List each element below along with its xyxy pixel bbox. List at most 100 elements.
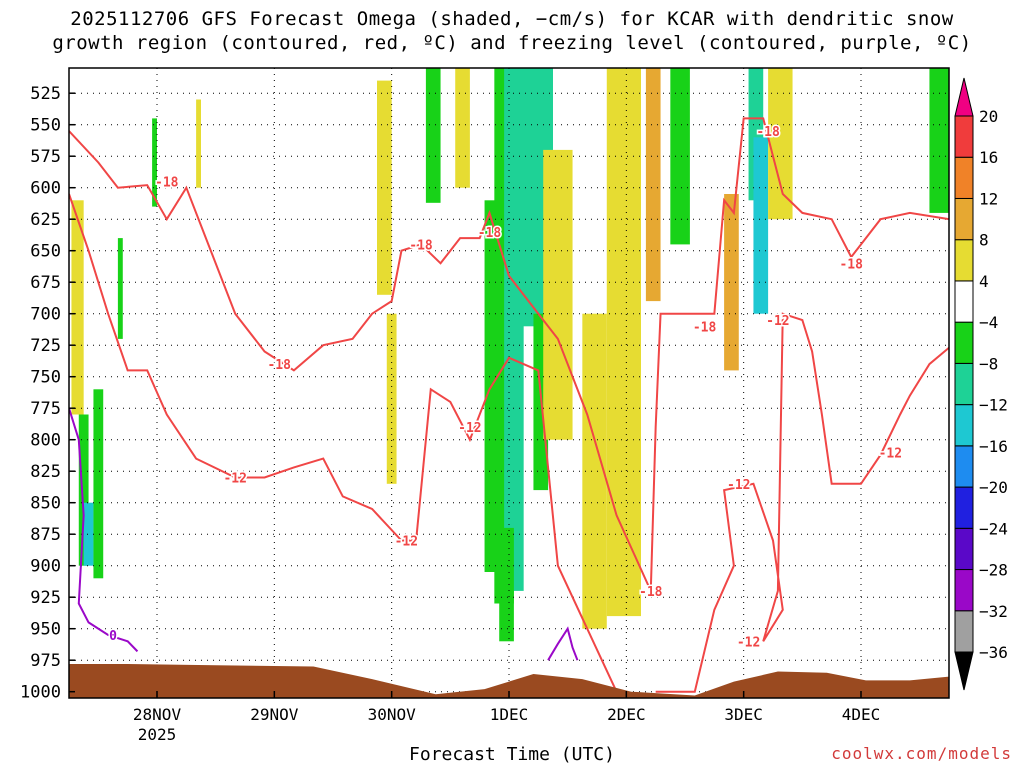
x-tick-label-18: 28NOV [133, 705, 182, 724]
omega-region-17 [543, 149, 573, 440]
colorbar-label-5: −16 [979, 437, 1008, 456]
x-tick-label-162: 4DEC [842, 705, 881, 724]
dgz18-label-2: -18 [409, 238, 433, 253]
x-tick-label-90: 1DEC [490, 705, 529, 724]
dgz-contour-line-0 [69, 130, 652, 592]
omega-region-14 [499, 527, 514, 642]
y-tick-label-900: 900 [30, 557, 61, 577]
dgz12-label-1: -12 [395, 535, 418, 550]
colorbar-label-9: 4 [979, 272, 989, 291]
colorbar-label-11: 12 [979, 189, 998, 208]
dgz12-label-5: -12 [766, 314, 789, 329]
colorbar-box-12 [954, 115, 974, 158]
omega-region-25 [768, 68, 793, 220]
y-tick-label-525: 525 [30, 84, 61, 104]
colorbar-label-6: −12 [979, 396, 1008, 415]
colorbar-box-11 [954, 156, 974, 199]
colorbar-box-2 [954, 527, 974, 571]
y-tick-label-925: 925 [30, 588, 61, 608]
y-tick-label-850: 850 [30, 494, 61, 514]
y-axis: 525 550 575 600 625 650 675 700 725 750 775 800 825 8… [20, 84, 75, 703]
omega-region-0 [71, 200, 84, 415]
x-tick-label-42: 29NOV [250, 705, 299, 724]
y-tick-label-1000: 1000 [20, 683, 61, 703]
colorbar-box-10 [954, 197, 974, 241]
dgz18-label-7: -18 [839, 257, 863, 272]
omega-region-1 [78, 414, 89, 566]
y-tick-label-775: 775 [30, 399, 61, 419]
y-tick-label-800: 800 [30, 431, 61, 451]
colorbar-label-2: −28 [979, 561, 1008, 580]
dgz-contour-line-2 [69, 193, 618, 693]
dgz18-label-6: -18 [756, 125, 780, 140]
omega-region-6 [196, 99, 201, 188]
freezing-label-0: 0 [109, 629, 117, 644]
y-tick-label-650: 650 [30, 242, 61, 262]
y-tick-label-625: 625 [30, 210, 61, 230]
y-tick-label-875: 875 [30, 525, 61, 545]
dgz18-label-0: -18 [155, 175, 179, 190]
colorbar-box-1 [954, 569, 974, 612]
dgz12-label-6: -12 [879, 446, 902, 461]
colorbar-over-arrow [954, 77, 974, 117]
chart-title-line-1: 2025112706 GFS Forecast Omega (shaded, −… [70, 8, 954, 30]
colorbar-label-0: −36 [979, 643, 1008, 662]
x-tick-label-66: 30NOV [368, 705, 417, 724]
y-tick-label-575: 575 [30, 147, 61, 167]
y-tick-label-600: 600 [30, 179, 61, 199]
dgz-contour-line-3 [655, 312, 949, 693]
colorbar-label-13: 20 [979, 107, 998, 126]
colorbar-label-4: −20 [979, 478, 1008, 497]
colorbar-label-3: −24 [979, 519, 1008, 538]
colorbar-box-4 [954, 445, 974, 488]
colorbar-label-8: −4 [979, 313, 998, 332]
y-tick-label-700: 700 [30, 305, 61, 325]
colorbar-label-10: 8 [979, 231, 989, 250]
omega-region-21 [670, 68, 690, 245]
colorbar-box-8 [954, 280, 974, 323]
site-credit[interactable]: coolwx.com/models [831, 744, 1012, 763]
y-tick-label-825: 825 [30, 462, 61, 482]
colorbar-label-7: −8 [979, 354, 998, 373]
omega-shading [71, 68, 949, 642]
dgz-contour-line-1 [649, 117, 949, 591]
dgz18-label-1: -18 [267, 358, 291, 373]
terrain-area [69, 663, 949, 698]
colorbar-label-1: −32 [979, 602, 1008, 621]
colorbar-under-arrow [954, 651, 974, 691]
colorbar-box-9 [954, 239, 974, 282]
terrain-fill [69, 663, 949, 698]
freezing-contour-line-2 [547, 626, 579, 661]
dgz18-label-5: -18 [693, 320, 717, 335]
omega-region-2 [83, 502, 94, 566]
omega-region-19 [606, 68, 641, 617]
omega-region-4 [117, 238, 123, 339]
dgz12-label-3: -12 [727, 478, 750, 493]
dgz12-label-2: -12 [458, 421, 481, 436]
omega-region-5 [152, 118, 157, 207]
omega-region-3 [93, 389, 104, 579]
colorbar-label-12: 16 [979, 148, 998, 167]
freezing-contour-line [69, 407, 139, 653]
colorbar-box-3 [954, 486, 974, 529]
x-tick-label-114: 2DEC [607, 705, 646, 724]
x-tick-label-138: 3DEC [724, 705, 763, 724]
contour-labels: -18 -18 -18 -18 -18 -18 -18 -18 -12 -12 -12 -12 -12 -… [108, 124, 904, 652]
dgz12-label-4: -12 [737, 635, 760, 650]
colorbar: −36 −32 −28 −24 −20 −16 −12 −8 −4 4 8 12 16 20 [954, 77, 1008, 691]
omega-region-9 [425, 68, 441, 203]
chart-title-line-2: growth region (contoured, red, ºC) and f… [52, 32, 972, 54]
omega-region-20 [645, 68, 661, 302]
y-tick-label-950: 950 [30, 620, 61, 640]
y-tick-label-750: 750 [30, 368, 61, 388]
y-tick-label-550: 550 [30, 116, 61, 136]
colorbar-box-0 [954, 610, 974, 653]
dgz12-label-0: -12 [223, 472, 246, 487]
omega-region-26 [929, 68, 949, 213]
omega-region-7 [377, 80, 392, 295]
colorbar-box-5 [954, 404, 974, 447]
colorbar-box-7 [954, 321, 974, 364]
x-axis-title: Forecast Time (UTC) [409, 744, 615, 765]
